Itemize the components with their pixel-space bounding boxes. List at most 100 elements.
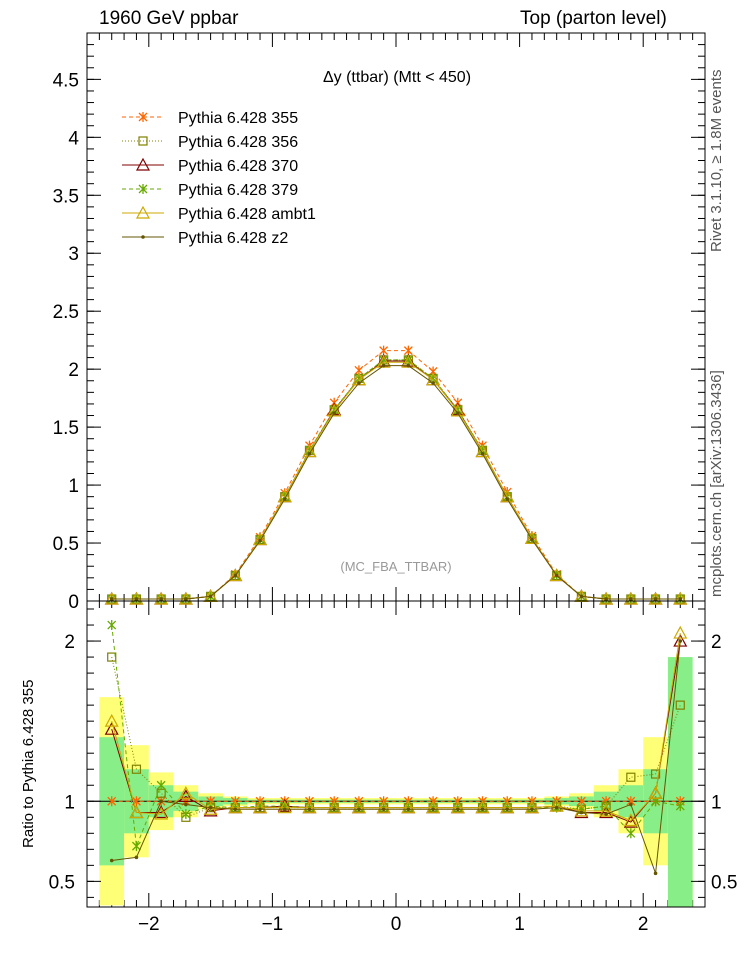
- data-point: [406, 363, 411, 368]
- data-point: [181, 809, 191, 820]
- data-point: [554, 805, 559, 810]
- data-point: [450, 800, 465, 814]
- data-point: [178, 785, 193, 799]
- mcplots-source-label: mcplots.cern.ch [arXiv:1306.3436]: [708, 370, 725, 597]
- data-point: [277, 489, 292, 503]
- data-point: [500, 489, 515, 503]
- data-point: [159, 597, 163, 601]
- ratio-series-pythia-6-428-z2: [109, 639, 683, 876]
- data-point: [475, 800, 490, 814]
- ratio-y-tick-label: 0.5: [49, 872, 75, 893]
- data-point: [475, 444, 490, 458]
- data-point: [233, 573, 238, 578]
- data-point: [109, 597, 114, 601]
- data-point: [623, 814, 638, 828]
- data-point: [159, 799, 163, 804]
- data-point: [675, 801, 685, 812]
- rivet-version-label: Rivet 3.1.10, ≥ 1.8M events: [708, 69, 725, 253]
- data-point: [228, 800, 243, 814]
- data-point: [376, 800, 391, 814]
- data-point: [258, 807, 262, 812]
- data-point: [302, 444, 317, 458]
- data-point: [626, 828, 636, 839]
- x-tick-label: −1: [262, 914, 284, 935]
- data-point: [208, 805, 213, 810]
- legend-label: Pythia 6.428 370: [178, 158, 298, 175]
- data-point: [104, 713, 119, 727]
- x-tick-label: 2: [638, 914, 649, 935]
- main-panel: 0 0.5 1 1.5 2 2.5 3 3.5 4 4.5: [53, 32, 706, 907]
- data-point: [401, 800, 416, 814]
- data-point: [554, 573, 559, 578]
- data-point: [156, 780, 166, 791]
- data-point: [456, 411, 460, 416]
- data-point: [131, 841, 141, 852]
- data-point: [107, 796, 117, 807]
- data-point: [332, 411, 337, 416]
- data-point: [327, 403, 342, 417]
- data-point: [623, 813, 638, 827]
- data-point: [629, 597, 633, 601]
- data-point: [450, 403, 465, 417]
- ratio-y-tick-label-right: 2: [711, 632, 722, 653]
- data-point: [282, 807, 287, 812]
- data-point: [138, 136, 148, 146]
- data-point: [530, 807, 534, 812]
- header-process-label: Top (parton level): [520, 8, 667, 29]
- data-point: [203, 802, 218, 815]
- x-tick-label: −2: [138, 914, 160, 935]
- legend-label: Pythia 6.428 355: [178, 110, 298, 127]
- data-point: [327, 800, 342, 814]
- y-tick-label: 3.5: [53, 186, 79, 207]
- y-tick-label: 2.5: [53, 302, 79, 323]
- y-tick-label: 1.5: [53, 418, 79, 439]
- data-point: [135, 157, 151, 171]
- data-point: [604, 812, 608, 816]
- data-point: [307, 451, 312, 456]
- data-point: [524, 531, 539, 545]
- ratio-series-line: [111, 632, 681, 822]
- data-point: [253, 800, 268, 814]
- ratio-frame-border: [86, 600, 706, 908]
- data-point: [138, 184, 148, 194]
- analysis-watermark: (MC_FBA_TTBAR): [340, 559, 451, 574]
- data-point: [282, 497, 287, 501]
- data-point: [673, 633, 688, 647]
- data-point: [426, 800, 441, 814]
- x-tick-label: 0: [391, 914, 402, 935]
- data-point: [549, 568, 564, 582]
- data-point: [208, 594, 213, 599]
- data-point: [357, 807, 361, 812]
- legend-label: Pythia 6.428 z2: [178, 230, 288, 247]
- data-point: [673, 625, 688, 639]
- ratio-panel: −2 −1 0 1 2 0.5 0.5 1 1 2 2: [49, 600, 737, 935]
- data-point: [129, 805, 144, 819]
- data-point: [480, 451, 485, 456]
- data-point: [579, 810, 584, 815]
- data-point: [456, 807, 460, 812]
- y-tick-label: 1: [68, 476, 79, 497]
- data-point: [381, 363, 386, 368]
- data-point: [678, 639, 683, 643]
- data-point: [134, 597, 139, 601]
- data-point: [579, 594, 584, 599]
- data-point: [574, 803, 589, 817]
- data-point: [277, 800, 292, 814]
- data-point: [134, 855, 139, 860]
- y-tick-label: 0.5: [53, 534, 79, 555]
- ratio-band-green: [667, 657, 693, 907]
- data-point: [675, 700, 685, 710]
- y-tick-label: 2: [68, 360, 79, 381]
- data-point: [524, 800, 539, 814]
- data-point: [228, 568, 243, 582]
- y-tick-label: 4.5: [53, 70, 79, 91]
- data-point: [258, 538, 262, 543]
- data-point: [480, 807, 485, 812]
- ratio-y-tick-label: 1: [64, 792, 75, 813]
- data-point: [549, 798, 564, 812]
- data-point: [131, 764, 142, 774]
- legend-label: Pythia 6.428 ambt1: [178, 206, 316, 223]
- data-point: [650, 769, 661, 779]
- data-point: [332, 807, 337, 812]
